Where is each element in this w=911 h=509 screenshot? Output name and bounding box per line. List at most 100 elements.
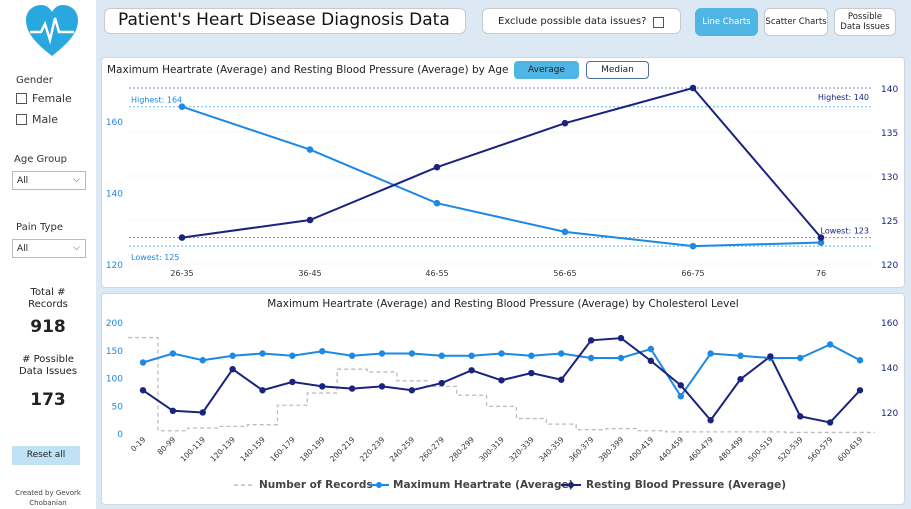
- nav-possible-issues-button[interactable]: Possible Data Issues: [834, 8, 896, 36]
- x-tick-label: 300-319: [477, 435, 506, 464]
- heartrate-point: [677, 393, 684, 400]
- left-tick-label: 120: [106, 261, 123, 271]
- bp-point: [178, 234, 186, 241]
- exclude-issues-checkbox[interactable]: [653, 17, 664, 28]
- left-tick-label: 140: [106, 190, 123, 200]
- age-chart-panel: [101, 57, 905, 288]
- x-tick-label: 160-179: [268, 435, 297, 464]
- gender-female-label: Female: [32, 92, 72, 105]
- x-tick-label: 480-499: [716, 435, 745, 464]
- credit-text: Created by Gevork Chobanian: [15, 489, 81, 507]
- legend-heartrate-label: Maximum Heartrate (Average): [393, 479, 573, 491]
- records-series-line: [128, 336, 875, 434]
- left-tick-label: 160: [106, 118, 123, 128]
- heartrate-point: [528, 352, 535, 359]
- right-tick-label: 120: [881, 261, 898, 271]
- age-group-label: Age Group: [14, 154, 67, 165]
- x-tick-label: 56-65: [553, 269, 576, 278]
- x-tick-label: 76: [816, 269, 826, 278]
- average-toggle-button[interactable]: Average: [514, 61, 579, 79]
- gender-male-checkbox[interactable]: Male: [16, 113, 58, 126]
- heartrate-point: [199, 357, 206, 364]
- age-group-dropdown[interactable]: All ⌵: [12, 171, 86, 190]
- heartrate-point: [348, 352, 356, 359]
- sidebar: Gender Female Male Age Group All ⌵ Pain …: [0, 0, 96, 509]
- heartrate-point: [707, 350, 714, 357]
- x-tick-label: 220-239: [358, 435, 387, 464]
- cholesterol-chart-title: Maximum Heartrate (Average) and Resting …: [267, 298, 739, 310]
- exclude-issues-toggle[interactable]: Exclude possible data issues?: [482, 8, 681, 34]
- left-highest-label: Highest: 164: [131, 96, 182, 105]
- cholesterol-line-chart: 0 50 100 150 200 120 140 160 0-19 80-99 100-119 120…: [106, 319, 899, 491]
- reset-all-button[interactable]: Reset all: [12, 446, 80, 465]
- gender-female-checkbox[interactable]: Female: [16, 92, 72, 105]
- bp-point: [306, 216, 314, 224]
- gender-male-label: Male: [32, 113, 59, 126]
- bp-series-line: [181, 86, 822, 239]
- pain-type-dropdown[interactable]: All ⌵: [12, 239, 86, 258]
- right-tick-label: 120: [881, 409, 898, 419]
- bp-point: [856, 387, 864, 394]
- x-tick-label: 26-35: [170, 269, 193, 278]
- heartrate-point: [856, 357, 864, 364]
- possible-issues-value: 173: [30, 390, 66, 410]
- x-tick-label: 180-199: [298, 435, 327, 464]
- bp-point: [468, 367, 475, 374]
- heartrate-point: [229, 352, 236, 359]
- heartrate-point: [558, 350, 565, 357]
- heartrate-point: [797, 354, 804, 362]
- heartrate-point: [259, 350, 266, 357]
- checkbox-box[interactable]: [16, 93, 27, 104]
- bp-point: [348, 385, 356, 392]
- bp-point: [677, 382, 684, 389]
- nav-scatter-charts-button[interactable]: Scatter Charts: [764, 8, 828, 36]
- chevron-down-icon: ⌵: [73, 243, 80, 253]
- bp-point: [647, 357, 655, 365]
- left-tick-label: 50: [112, 402, 124, 412]
- bp-point: [737, 375, 744, 383]
- bp-point: [199, 409, 206, 416]
- bp-point: [408, 387, 416, 394]
- heartrate-point: [498, 350, 505, 357]
- heartrate-point: [408, 350, 416, 357]
- right-tick-label: 140: [881, 364, 898, 374]
- heartrate-point: [289, 352, 296, 359]
- bp-point: [498, 377, 505, 384]
- gender-label: Gender: [16, 75, 53, 86]
- bp-point: [289, 378, 296, 386]
- chevron-down-icon: ⌵: [73, 175, 80, 185]
- nav-line-charts-button[interactable]: Line Charts: [695, 8, 758, 36]
- bp-point: [259, 387, 266, 394]
- bp-point: [826, 419, 834, 426]
- x-tick-label: 360-379: [567, 435, 596, 464]
- x-tick-label: 260-279: [418, 435, 447, 464]
- x-tick-label: 240-259: [388, 435, 417, 464]
- age-group-value: All: [17, 176, 29, 186]
- bp-point: [767, 353, 774, 360]
- median-toggle-button[interactable]: Median: [586, 61, 649, 79]
- heartrate-point: [689, 242, 697, 250]
- bp-point: [438, 379, 445, 387]
- right-highest-label: Highest: 140: [818, 93, 869, 102]
- cholesterol-chart-panel: [101, 293, 905, 505]
- heartrate-point: [169, 350, 177, 357]
- heartrate-point: [561, 228, 569, 236]
- heartrate-point: [433, 199, 441, 207]
- right-tick-label: 135: [881, 129, 898, 139]
- heartrate-point: [378, 350, 386, 357]
- x-tick-label: 400-419: [627, 435, 656, 464]
- bp-point: [689, 84, 697, 92]
- x-tick-label: 66-75: [681, 269, 704, 278]
- bp-point: [817, 234, 825, 241]
- pain-type-value: All: [17, 244, 29, 254]
- checkbox-box[interactable]: [16, 114, 27, 125]
- total-records-value: 918: [30, 317, 66, 337]
- x-tick-label: 0-19: [129, 435, 148, 454]
- x-tick-label: 320-339: [507, 435, 536, 464]
- x-tick-label: 36-45: [298, 269, 321, 278]
- legend-bp-dot: [568, 482, 574, 488]
- left-tick-label: 200: [106, 319, 123, 329]
- bp-point: [707, 417, 714, 424]
- x-tick-label: 120-139: [209, 435, 238, 464]
- x-tick-label: 440-459: [657, 435, 686, 464]
